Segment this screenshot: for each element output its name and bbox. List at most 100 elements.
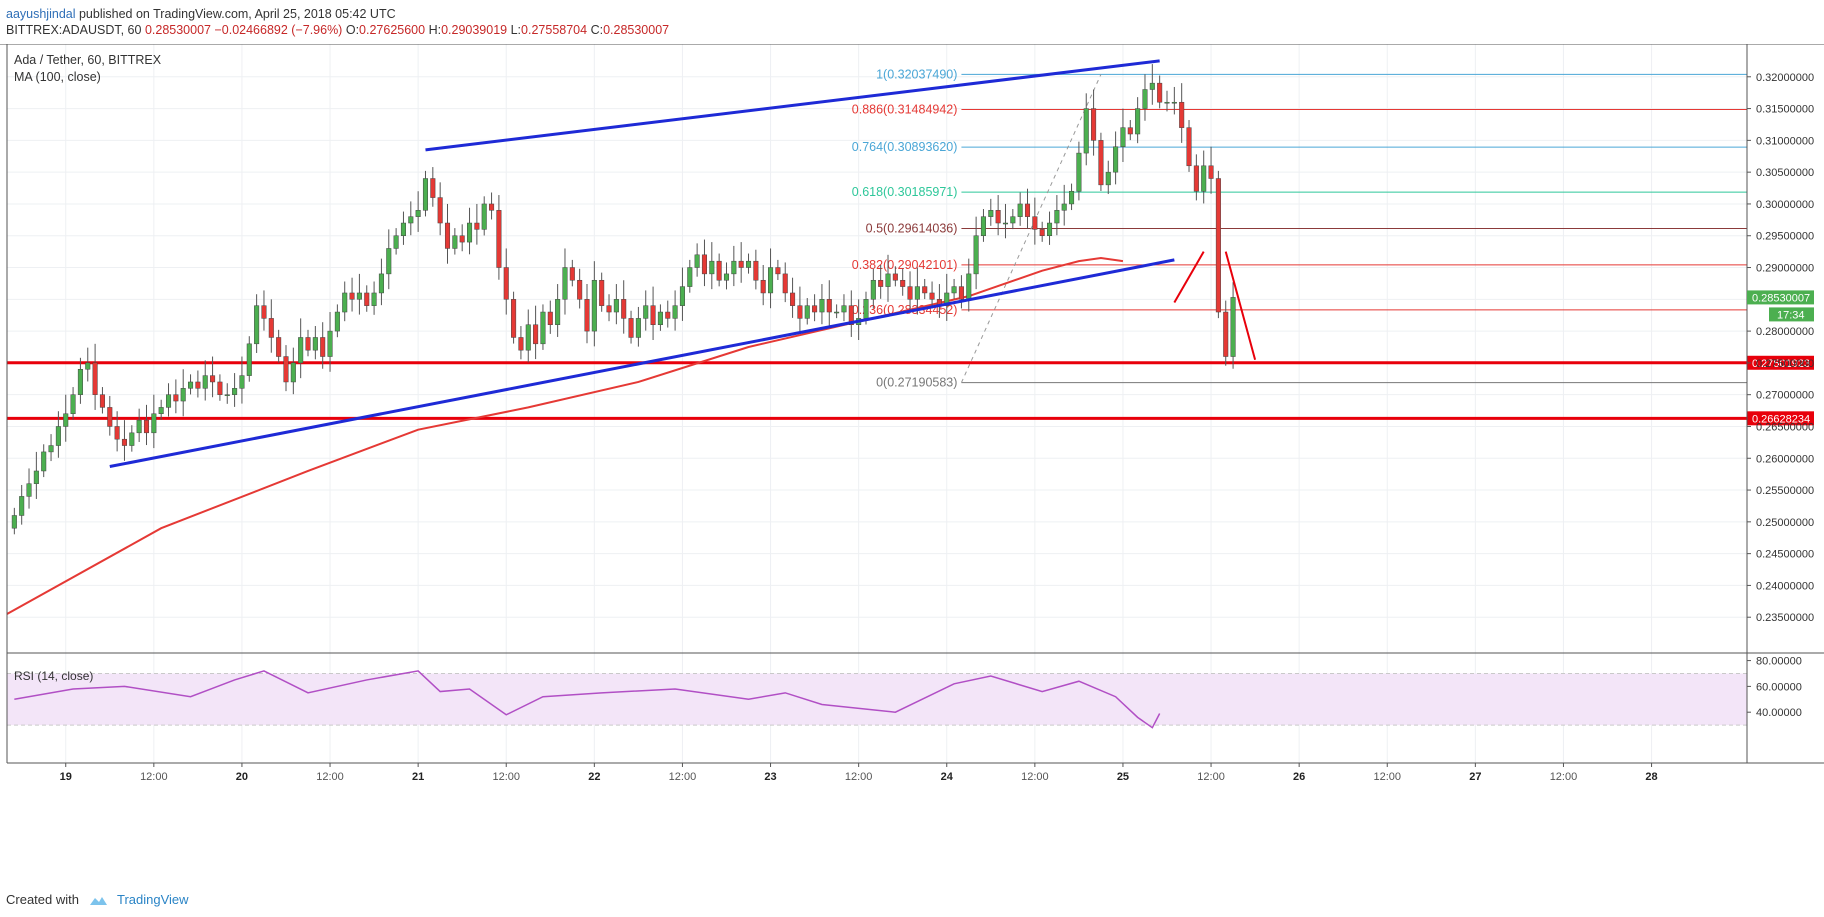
candle-body [878,279,884,287]
open-value: 0.27625600 [359,23,426,37]
candle-body [467,222,473,243]
time-tick-label: 12:00 [1021,771,1049,783]
candle-body [687,267,693,287]
time-tick-label: 27 [1469,771,1481,783]
candle-body [672,305,678,319]
axes[interactable]: 0.23500000 0.24000000 0.24500000 0.25000000… [0,43,1824,783]
candle-body [202,375,208,389]
price-tick-label: 0.28000000 [1756,326,1814,338]
symbol-label: BITTREX:ADAUSDT, 60 [6,23,142,37]
trendlines[interactable] [109,59,1175,469]
candle-body [320,337,326,357]
candle-body [885,273,891,287]
candle-body [555,299,561,325]
candle-body [599,279,605,306]
close-label: C: [590,23,604,37]
candle-body [613,299,619,313]
candle-body [812,305,818,313]
candle-body [723,273,730,281]
candle-body [364,292,370,306]
candle-body [349,292,355,300]
candle-body [1215,178,1221,313]
projection-arrows[interactable] [1173,251,1257,360]
support-price-label: 0.27501923 [1752,358,1810,370]
candle-body [745,260,752,268]
support-lines[interactable]: 0.27501923 0.26628234 [7,355,1814,426]
candles [11,64,1236,535]
close-value: 0.28530007 [603,23,670,37]
candle-body [768,267,774,294]
candle-body [254,305,260,345]
price-tick-label: 0.31000000 [1756,135,1814,147]
candle-body [547,311,553,325]
price-tick-label: 0.26000000 [1756,453,1814,465]
author-link[interactable]: aayushjindal [6,7,76,21]
candle-body [958,286,964,300]
last-price: 0.28530007 [144,23,211,37]
candle-body [356,292,362,300]
candle-body [1083,108,1089,154]
candle-body [136,419,142,434]
price-tick-label: 0.29500000 [1756,231,1814,243]
candle-body [114,426,120,440]
candle-body [929,292,935,300]
ma-line-layer [6,256,1124,615]
rsi-tick-label: 60.00000 [1756,681,1802,693]
footer: Created with TradingView [6,892,189,907]
candle-body [305,337,311,351]
price-change: −0.02466892 (−7.96%) [214,23,343,37]
time-tick-label: 28 [1645,771,1657,783]
candle-body [173,394,179,402]
candle-body [459,235,465,243]
candle-body [753,260,759,281]
candle-body [1171,101,1177,104]
fib-retracement[interactable]: 1(0.32037490) 0.886(0.31484942) 0.764(0.30… [852,67,1747,390]
time-tick-label: 23 [764,771,776,783]
candle-body [210,375,216,383]
time-tick-label: 24 [941,771,954,783]
chart-area[interactable]: 1(0.32037490) 0.886(0.31484942) 0.764(0.30… [0,43,1824,884]
candle-body [283,356,289,383]
fib-level-label: 0.382(0.29042101) [852,258,958,272]
price-tick-label: 0.27000000 [1756,390,1814,402]
candle-body [863,299,869,319]
time-tick-label: 12:00 [1197,771,1225,783]
candle-body [1127,127,1133,135]
candle-body [1032,216,1038,230]
candle-body [540,311,546,345]
candle-body [290,362,296,383]
time-tick-label: 19 [60,771,72,783]
candle-body [533,324,539,345]
rsi-line [14,670,1161,729]
candle-body [239,375,245,389]
candle-body [19,496,25,516]
candle-body [224,394,230,396]
countdown-tag [1769,307,1814,322]
candle-body [650,305,656,325]
candle-body [834,311,840,314]
candle-body [129,432,135,446]
candle-body [819,299,825,313]
candle-body [643,305,649,319]
price-chart-svg[interactable]: 1(0.32037490) 0.886(0.31484942) 0.764(0.30… [0,43,1824,884]
candle-body [298,337,304,364]
fib-level-label: 0.618(0.30185971) [852,185,958,199]
candle-body [1098,140,1104,186]
candle-body [790,292,796,306]
candle-body [342,292,348,313]
candle-body [1120,127,1126,147]
candle-body [1091,108,1097,141]
tradingview-brand[interactable]: TradingView [116,892,189,907]
time-tick-label: 25 [1117,771,1129,783]
candle-body [525,324,531,351]
candle-body [143,419,150,434]
candle-body [99,394,105,408]
time-tick-label: 22 [588,771,600,783]
candle-body [562,267,568,300]
projection-line [1173,251,1205,303]
candle-body [922,286,928,294]
candle-body [11,515,17,529]
rsi-tick-label: 40.00000 [1756,707,1802,719]
ma-legend: MA (100, close) [14,70,101,84]
candle-body [709,260,715,275]
